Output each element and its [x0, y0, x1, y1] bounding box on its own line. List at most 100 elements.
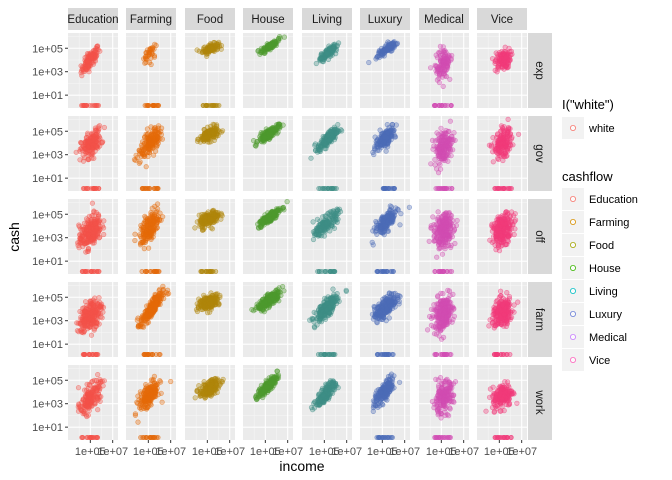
data-point [209, 45, 215, 52]
data-point [145, 222, 151, 229]
data-point [434, 234, 440, 240]
data-point [497, 52, 503, 58]
panel-gov-Farming [126, 116, 176, 191]
points-exp-Living [313, 40, 342, 67]
data-point [449, 136, 455, 143]
data-point [200, 48, 206, 55]
data-point [499, 150, 505, 156]
data-point [315, 146, 322, 152]
data-point [95, 212, 101, 218]
data-point [266, 217, 272, 223]
data-point [93, 103, 99, 108]
data-point [95, 310, 102, 317]
data-point [397, 222, 403, 228]
data-point [431, 143, 437, 149]
data-point [136, 147, 142, 153]
panel-background [68, 33, 118, 108]
panel-background [302, 199, 352, 274]
data-point [88, 269, 94, 274]
data-point [208, 123, 214, 129]
data-point [504, 216, 511, 222]
data-point [445, 58, 451, 64]
data-point [151, 307, 157, 313]
data-point [154, 103, 160, 108]
data-point [148, 214, 154, 220]
data-point [326, 137, 333, 144]
data-point [87, 315, 93, 321]
data-point [192, 225, 198, 231]
data-point [275, 124, 281, 131]
data-point [153, 148, 159, 154]
data-point [80, 186, 86, 191]
panel-background [126, 33, 176, 108]
data-point [390, 40, 396, 46]
data-point [441, 211, 448, 217]
data-point [445, 103, 450, 108]
data-point [139, 323, 146, 330]
data-point [426, 238, 432, 244]
data-point [132, 231, 138, 237]
data-point [149, 49, 155, 55]
data-point [428, 161, 434, 167]
data-point [440, 155, 446, 162]
data-point [505, 60, 511, 66]
data-point [435, 209, 441, 215]
data-point [268, 132, 274, 138]
data-point [85, 231, 91, 237]
data-point [428, 225, 434, 231]
data-point [82, 103, 88, 108]
data-point [153, 300, 160, 306]
data-point [505, 145, 511, 151]
data-point [205, 103, 211, 108]
data-point [322, 186, 327, 191]
points-exp-House [255, 33, 288, 57]
data-point [143, 269, 149, 274]
data-point [143, 164, 149, 170]
data-point [152, 41, 158, 47]
data-point [89, 200, 95, 206]
data-point [259, 218, 265, 224]
data-point [436, 186, 441, 191]
data-point [93, 324, 99, 330]
data-point [383, 148, 389, 154]
data-point [447, 76, 453, 82]
data-point [210, 103, 216, 108]
panel-exp-House [243, 33, 293, 108]
data-point [143, 131, 149, 137]
data-point [436, 269, 442, 274]
panel-off-Education [68, 199, 118, 274]
data-point [391, 186, 397, 191]
data-point [88, 332, 95, 338]
data-point [195, 136, 201, 142]
data-point [79, 72, 85, 79]
data-point [381, 186, 387, 191]
data-point [449, 269, 455, 274]
data-point [384, 135, 390, 141]
data-point [437, 43, 444, 50]
data-point [202, 44, 208, 50]
data-point [382, 43, 388, 50]
data-point [90, 306, 96, 313]
panel-gov-Living [302, 116, 352, 191]
panel-gov-House [243, 116, 293, 191]
panel-gov-Medical [419, 116, 469, 191]
data-point [144, 126, 150, 132]
data-point [78, 240, 84, 246]
data-point [498, 233, 504, 239]
data-point [495, 64, 501, 70]
data-point [390, 216, 396, 222]
data-point [93, 143, 99, 149]
panel-farm-Food [185, 282, 235, 357]
data-point [99, 223, 106, 229]
data-point [383, 225, 389, 231]
data-point [149, 144, 155, 151]
data-point [496, 242, 502, 249]
data-point [146, 103, 152, 108]
data-point [101, 218, 107, 224]
points-exp-Education [78, 43, 103, 108]
data-point [203, 269, 208, 274]
data-point [335, 121, 341, 128]
data-point [253, 143, 259, 149]
facet-panels [68, 33, 527, 440]
data-point [83, 308, 89, 315]
